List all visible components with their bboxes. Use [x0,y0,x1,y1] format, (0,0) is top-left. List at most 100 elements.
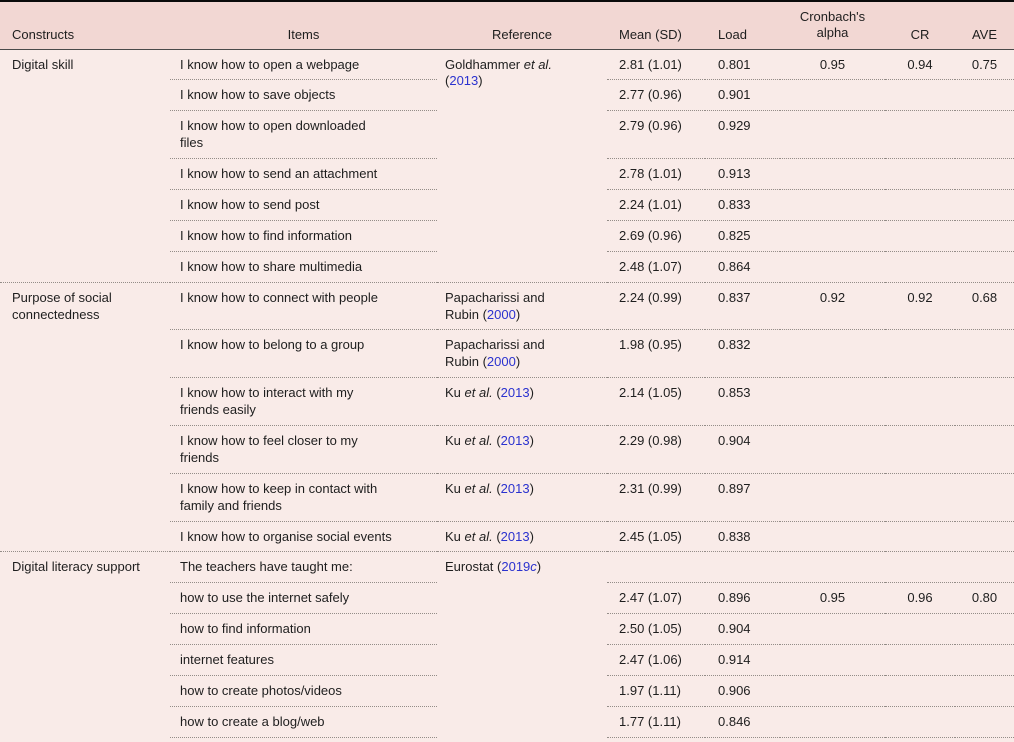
item-cell: I know how to save objects [170,80,437,111]
citation-link[interactable]: 2019 [501,559,530,574]
item-cell: The teachers have taught me: [170,552,437,583]
item-cell: I know how to interact with my friends e… [170,378,437,426]
cr-cell [885,220,955,251]
mean-sd-cell [607,552,705,583]
item-text: I know how to open downloaded files [180,118,392,152]
cr-cell [885,425,955,473]
reference-cell: Ku et al. (2013) [437,425,607,473]
citation-link[interactable]: 2013 [501,385,530,400]
mean-sd-cell: 1.97 (1.11) [607,675,705,706]
cr-cell: 0.94 [885,49,955,80]
mean-sd-cell: 2.07 (1.13) [607,737,705,742]
item-text: I know how to feel closer to my friends [180,433,392,467]
citation-link[interactable]: 2013 [501,529,530,544]
item-cell: I know how to find information [170,220,437,251]
ave-cell [955,220,1014,251]
load-cell: 0.900 [705,737,780,742]
mean-sd-cell: 2.78 (1.01) [607,159,705,190]
item-text: internet features [180,652,274,669]
load-cell: 0.929 [705,111,780,159]
ave-cell [955,159,1014,190]
reference-text: Papacharissi and Rubin (2000) [445,337,567,371]
item-cell: I know how to keep in contact with famil… [170,473,437,521]
table-row: Purpose of social connectednessI know ho… [0,282,1014,330]
item-cell: I know how to organise social events [170,521,437,552]
ave-cell [955,552,1014,583]
col-header-constructs: Constructs [0,1,170,49]
mean-sd-cell: 1.77 (1.11) [607,706,705,737]
reference-cell: Papacharissi and Rubin (2000) [437,330,607,378]
cronbach-alpha-cell [780,330,885,378]
item-cell: how to create a blog/web [170,706,437,737]
construct-cell: Digital literacy support [0,552,170,742]
item-text: how to use the internet safely [180,590,349,607]
cr-cell [885,614,955,645]
load-cell: 0.906 [705,675,780,706]
item-cell: I know how to connect with people [170,282,437,330]
cr-cell [885,552,955,583]
item-text: I know how to belong to a group [180,337,364,354]
load-cell [705,552,780,583]
item-cell: I know how to send an attachment [170,159,437,190]
cr-cell [885,737,955,742]
col-header-items: Items [170,1,437,49]
cr-cell [885,521,955,552]
load-cell: 0.853 [705,378,780,426]
table-row: Digital skillI know how to open a webpag… [0,49,1014,80]
item-text: I know how to share multimedia [180,259,362,276]
col-header-load: Load [705,1,780,49]
table-body: Digital skillI know how to open a webpag… [0,49,1014,742]
item-cell: I know how to open downloaded files [170,111,437,159]
citation-link[interactable]: 2000 [487,354,516,369]
ave-cell: 0.80 [955,583,1014,614]
ave-cell [955,675,1014,706]
item-text: how to find information [180,621,311,638]
citation-link[interactable]: 2000 [487,307,516,322]
col-header-cronbach-alpha: Cronbach's alpha [780,1,885,49]
item-text: I know how to interact with my friends e… [180,385,392,419]
reference-text: Papacharissi and Rubin (2000) [445,290,567,324]
reference-text: Eurostat (2019c) [445,559,541,576]
item-cell: I know how to open a webpage [170,49,437,80]
item-text: I know how to send post [180,197,319,214]
cronbach-alpha-cell [780,645,885,676]
citation-link[interactable]: 2013 [449,73,478,88]
construct-cell: Purpose of social connectedness [0,282,170,552]
load-cell: 0.904 [705,614,780,645]
cr-cell [885,330,955,378]
cronbach-alpha-cell [780,159,885,190]
mean-sd-cell: 1.98 (0.95) [607,330,705,378]
cr-cell [885,251,955,282]
citation-link[interactable]: 2013 [501,433,530,448]
cronbach-alpha-cell [780,675,885,706]
mean-sd-cell: 2.31 (0.99) [607,473,705,521]
mean-sd-cell: 2.47 (1.06) [607,645,705,676]
cr-cell: 0.96 [885,583,955,614]
mean-sd-cell: 2.48 (1.07) [607,251,705,282]
cronbach-alpha-cell: 0.95 [780,583,885,614]
item-cell: internet features [170,645,437,676]
col-header-ave: AVE [955,1,1014,49]
ave-cell: 0.68 [955,282,1014,330]
load-cell: 0.825 [705,220,780,251]
ave-cell [955,80,1014,111]
reference-text: Ku et al. (2013) [445,481,534,498]
reference-cell: Ku et al. (2013) [437,473,607,521]
item-text: I know how to find information [180,228,352,245]
item-text: The teachers have taught me: [180,559,353,576]
mean-sd-cell: 2.47 (1.07) [607,583,705,614]
ave-cell [955,425,1014,473]
ave-cell [955,189,1014,220]
ave-cell [955,521,1014,552]
ave-cell: 0.75 [955,49,1014,80]
construct-cell: Digital skill [0,49,170,282]
cronbach-alpha-cell [780,521,885,552]
cr-cell [885,111,955,159]
col-header-reference: Reference [437,1,607,49]
measurement-model-table: Constructs Items Reference Mean (SD) Loa… [0,0,1014,742]
cronbach-alpha-cell [780,80,885,111]
item-text: how to create photos/videos [180,683,342,700]
citation-link[interactable]: 2013 [501,481,530,496]
cronbach-alpha-cell [780,706,885,737]
cronbach-alpha-cell [780,614,885,645]
